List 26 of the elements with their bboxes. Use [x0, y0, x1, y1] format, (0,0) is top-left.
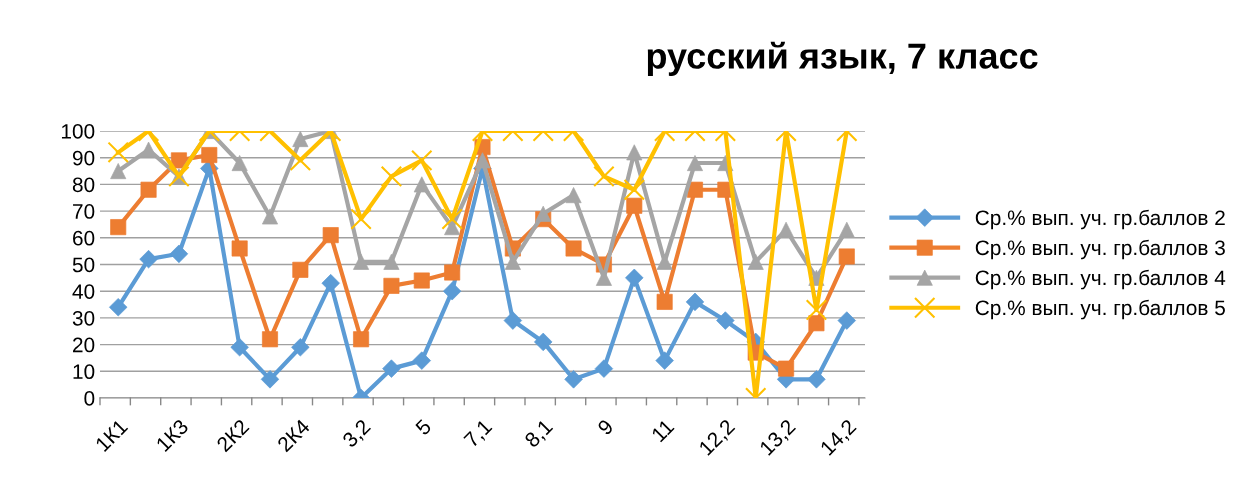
x-tick-label: 9	[596, 418, 615, 436]
y-tick-label: 50	[72, 257, 95, 273]
y-tick-label: 80	[72, 177, 95, 193]
y-tick-label: 0	[84, 391, 95, 406]
x-tick-label: 2К4	[276, 418, 311, 453]
legend-label: Ср.% вып. уч. гр.баллов 4	[975, 269, 1226, 290]
legend-label: Ср.% вып. уч. гр.баллов 5	[975, 299, 1225, 320]
chart-title: русский язык, 7 класс	[647, 41, 1038, 76]
x-tick-label: 5	[414, 418, 432, 436]
x-tick-label: 3,2	[341, 418, 373, 450]
x-tick-label: 7,1	[463, 418, 495, 450]
y-tick-label: 100	[61, 124, 95, 139]
y-tick-label: 90	[72, 150, 95, 166]
y-tick-label: 40	[72, 284, 95, 299]
legend-label: Ср.% вып. уч. гр.баллов 2	[975, 209, 1225, 230]
x-tick-label: 2К2	[215, 418, 250, 453]
legend-label: Ср.% вып. уч. гр.баллов 3	[975, 239, 1225, 260]
x-tick-label: 8,1	[523, 418, 556, 450]
y-tick-label: 20	[73, 337, 95, 353]
y-tick-label: 70	[73, 204, 95, 219]
y-tick-label: 10	[73, 364, 95, 380]
x-tick-label: 1К1	[94, 418, 129, 452]
y-tick-label: 60	[73, 230, 95, 246]
x-tick-label: 1К3	[155, 418, 190, 453]
y-tick-label: 30	[72, 310, 95, 326]
x-tick-label: 11	[651, 418, 675, 443]
